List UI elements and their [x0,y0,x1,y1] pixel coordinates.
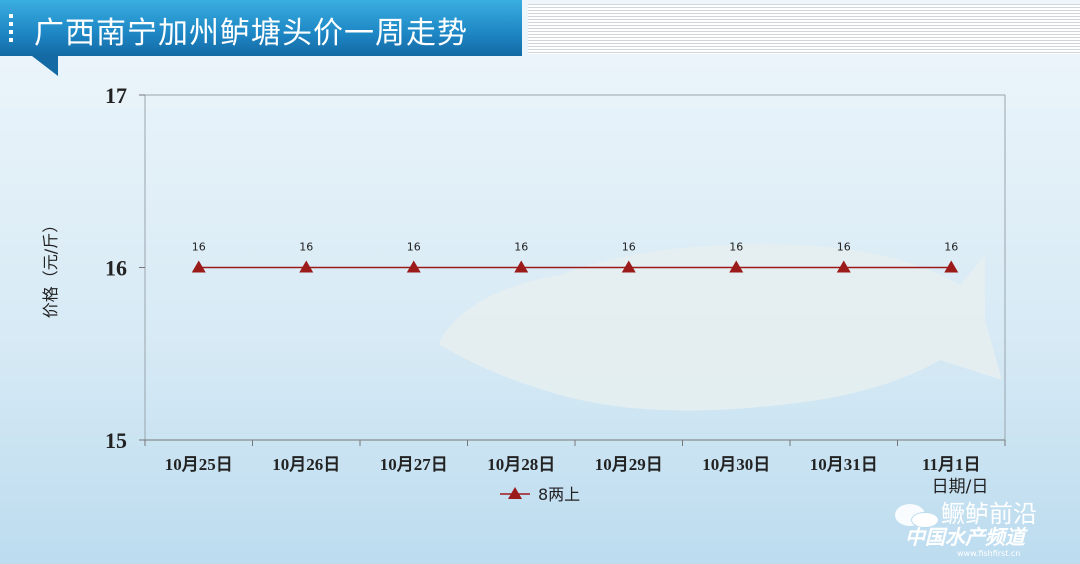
data-point-marker [621,260,636,273]
x-tick-label: 10月31日 [810,455,878,474]
watermark-url: www.fishfirst.cn [957,549,1021,558]
legend-marker [508,487,522,499]
legend-label: 8两上 [538,485,580,504]
y-tick-label: 17 [105,83,127,108]
watermark: 鳜鲈前沿 中国水产频道 www.fishfirst.cn [895,502,1075,562]
data-point-marker [299,260,314,273]
data-label: 16 [729,241,743,254]
y-tick-label: 15 [105,428,127,453]
wechat-icon-small [911,512,939,528]
watermark-name: 鳜鲈前沿 [941,500,1037,528]
watermark-channel: 中国水产频道 [905,525,1025,549]
dots-decoration [9,14,13,44]
data-label: 16 [622,241,636,254]
data-point-marker [944,260,959,273]
x-axis-label: 日期/日 [932,477,989,497]
data-point-marker [191,260,206,273]
data-point-marker [514,260,529,273]
y-tick-label: 16 [105,256,127,281]
x-tick-label: 10月27日 [380,455,448,474]
data-label: 16 [192,241,206,254]
page-title: 广西南宁加州鲈塘头价一周走势 [34,16,468,51]
fish-image [440,244,1002,411]
x-tick-label: 10月26日 [272,455,340,474]
x-tick-label: 10月29日 [595,455,663,474]
data-label: 16 [299,241,313,254]
data-label: 16 [944,241,958,254]
data-label: 16 [514,241,528,254]
data-point-marker [406,260,421,273]
data-point-marker [836,260,851,273]
data-label: 16 [837,241,851,254]
y-axis-label: 价格（元/斤） [41,217,60,318]
x-tick-label: 11月1日 [922,455,981,474]
banner-tail [32,56,58,76]
data-label: 16 [407,241,421,254]
title-banner: 广西南宁加州鲈塘头价一周走势 [0,0,522,56]
x-tick-label: 10月30日 [702,455,770,474]
stripes-decoration [528,4,1080,54]
x-tick-label: 10月28日 [487,455,555,474]
data-point-marker [729,260,744,273]
x-tick-label: 10月25日 [165,455,233,474]
